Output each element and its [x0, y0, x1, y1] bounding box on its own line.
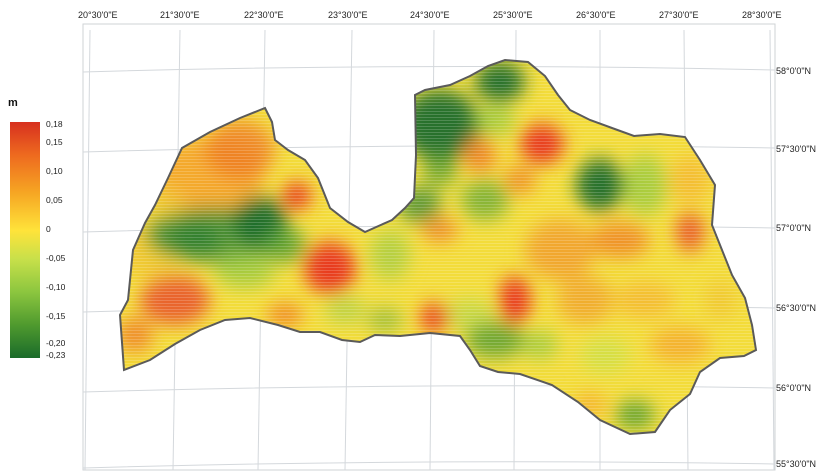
legend-label-6: -0,10: [46, 282, 66, 292]
lon-label-4: 24°30'0"E: [410, 10, 450, 20]
legend: m 0,18 0,15 0,10 0,05 0 -0,05 -0,10 -0,1…: [8, 97, 66, 360]
lon-label-7: 27°30'0"E: [659, 10, 699, 20]
lat-label-2: 57°0'0"N: [776, 223, 811, 233]
legend-label-3: 0,05: [46, 195, 63, 205]
legend-label-9: -0,23: [46, 350, 66, 360]
legend-label-1: 0,15: [46, 137, 63, 147]
lon-label-6: 26°30'0"E: [576, 10, 616, 20]
legend-label-2: 0,10: [46, 166, 63, 176]
longitude-labels: 20°30'0"E 21°30'0"E 22°30'0"E 23°30'0"E …: [78, 10, 782, 20]
lon-label-0: 20°30'0"E: [78, 10, 118, 20]
legend-color-bar: [10, 122, 40, 358]
lat-label-5: 55°30'0"N: [776, 459, 816, 469]
lat-label-1: 57°30'0"N: [776, 144, 816, 154]
lat-label-4: 56°0'0"N: [776, 383, 811, 393]
lon-label-8: 28°30'0"E: [742, 10, 782, 20]
lat-label-0: 58°0'0"N: [776, 66, 811, 76]
legend-label-7: -0,15: [46, 311, 66, 321]
legend-label-0: 0,18: [46, 119, 63, 129]
legend-label-5: -0,05: [46, 253, 66, 263]
lon-label-1: 21°30'0"E: [160, 10, 200, 20]
legend-label-8: -0,20: [46, 338, 66, 348]
lon-label-3: 23°30'0"E: [328, 10, 368, 20]
lat-label-3: 56°30'0"N: [776, 303, 816, 313]
latitude-labels: 58°0'0"N 57°30'0"N 57°0'0"N 56°30'0"N 56…: [776, 66, 816, 469]
legend-label-4: 0: [46, 224, 51, 234]
lon-label-5: 25°30'0"E: [493, 10, 533, 20]
legend-unit: m: [8, 97, 18, 109]
lon-label-2: 22°30'0"E: [244, 10, 284, 20]
